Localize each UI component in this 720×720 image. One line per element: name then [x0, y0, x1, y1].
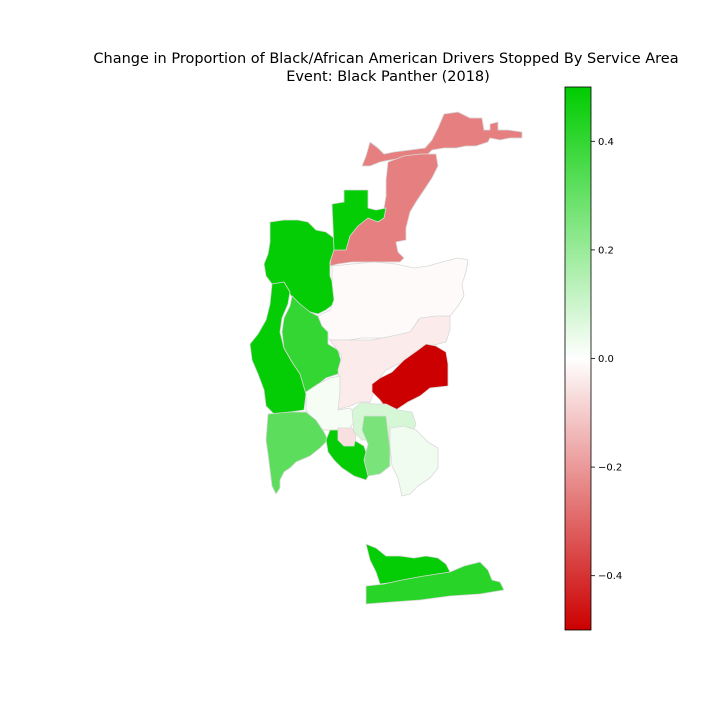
colorbar-ticks: 0.4 0.2 0.0 −0.2 −0.4	[591, 137, 622, 582]
colorbar-gradient	[564, 86, 592, 631]
colorbar-tick-label: 0.0	[598, 354, 614, 365]
region-mid-west-coast	[249, 281, 307, 415]
region-south-west-coast	[265, 411, 329, 495]
chart-title-line2: Event: Black Panther (2018)	[286, 69, 490, 85]
region-north-east-upper	[361, 111, 523, 167]
colorbar-tick-label: −0.4	[598, 571, 622, 582]
chart-title-line1: Change in Proportion of Black/African Am…	[93, 51, 678, 67]
region-south-east-green	[361, 415, 391, 477]
colorbar-tick-label: −0.2	[598, 463, 622, 474]
region-east-red	[371, 343, 449, 411]
region-north-west-coast	[263, 219, 335, 315]
region-mid-inland-west	[281, 295, 343, 395]
region-north-central	[331, 189, 387, 251]
colorbar-tick-label: 0.4	[598, 137, 614, 148]
region-southeast-pale	[389, 425, 439, 497]
region-south-lower	[365, 561, 505, 605]
colorbar-tick-label: 0.2	[598, 245, 614, 256]
service-area-map	[249, 111, 523, 605]
region-mid-city-pink	[337, 427, 357, 447]
colorbar: 0.4 0.2 0.0 −0.2 −0.4	[564, 86, 622, 631]
